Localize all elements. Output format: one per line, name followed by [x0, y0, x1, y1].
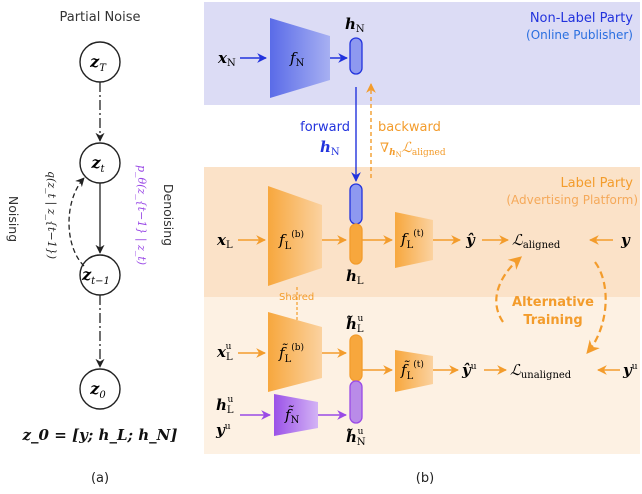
- node-z-0: z0: [79, 368, 121, 410]
- node-z-T-symbol: z: [89, 52, 100, 71]
- denoising-label: Denoising: [161, 184, 176, 246]
- svg-text:zt−1: zt−1: [81, 265, 110, 287]
- embedding-h-N-aligned: [349, 183, 363, 225]
- input-y-u: yu: [215, 421, 231, 439]
- z0-equation: z_0 = [y; h_L; h_N]: [22, 426, 178, 444]
- node-z-t-symbol: z: [90, 153, 101, 172]
- head-f-L-top-unaligned: [395, 350, 433, 392]
- generator-f-N-tilde: [274, 394, 318, 436]
- panel-a: Partial Noise zT zt zt−1 z0: [6, 10, 177, 486]
- node-z-T: zT: [79, 41, 121, 83]
- node-z-t-1-symbol: z: [81, 265, 92, 284]
- nonlabel-party-subtitle: (Online Publisher): [526, 28, 633, 42]
- embedding-h-N: [349, 37, 363, 75]
- edge-noising-curve: [68, 177, 85, 267]
- head-f-L-top-unaligned-label: f̃L(t): [400, 359, 424, 382]
- embedding-h-L: [349, 223, 363, 265]
- node-z-T-sub: T: [99, 63, 107, 74]
- panel-b: Non-Label Party (Online Publisher) Label…: [204, 2, 640, 486]
- nonlabel-party-title: Non-Label Party: [530, 11, 633, 26]
- backward-label: backward: [378, 120, 441, 135]
- output-y-hat: ŷ: [465, 231, 476, 249]
- encoder-f-L-bottom-unaligned: [268, 312, 322, 392]
- node-z-0-sub: 0: [99, 390, 106, 401]
- label-y-u: yu: [622, 361, 638, 379]
- head-f-L-top-label: fL(t): [400, 228, 424, 251]
- alternative-arc-down: [586, 261, 607, 355]
- backward-gradient: ∇hNℒaligned: [380, 140, 446, 159]
- svg-text:zT: zT: [89, 52, 107, 74]
- alternative-arc-up: [495, 256, 523, 323]
- label-y: y: [620, 231, 631, 249]
- encoder-f-L-bottom-label: fL(b): [278, 229, 304, 252]
- partial-noise-title: Partial Noise: [59, 10, 140, 25]
- node-z-t-sub: t: [101, 164, 106, 175]
- encoder-f-L-bottom: [268, 186, 322, 286]
- label-h-N-tilde: h̃Nu: [346, 427, 366, 448]
- generator-f-N-tilde-label: f̃N: [284, 406, 300, 426]
- input-x-L-u: xLu: [216, 342, 233, 363]
- input-x-N: xN: [217, 49, 236, 69]
- head-f-L-top: [395, 212, 433, 268]
- forward-h-N: hN: [320, 138, 340, 158]
- loss-unaligned: ℒunaligned: [510, 361, 572, 381]
- loss-aligned: ℒaligned: [512, 231, 561, 251]
- label-party-subtitle: (Advertising Platform): [506, 193, 638, 207]
- encoder-f-L-bottom-unaligned-label: f̃L(b): [278, 342, 304, 365]
- input-h-L-u: hLu: [216, 395, 234, 416]
- encoder-f-N-label: fN: [289, 49, 305, 69]
- encoder-f-N: [270, 18, 330, 98]
- embedding-h-L-tilde: [349, 334, 363, 382]
- alternative-label: Alternative: [512, 295, 594, 310]
- node-z-t-1: zt−1: [79, 254, 121, 296]
- label-h-L: hL: [346, 267, 364, 287]
- label-h-N-top: hN: [345, 15, 365, 35]
- forward-label: forward: [300, 120, 350, 135]
- label-h-L-tilde: h̃Lu: [346, 314, 364, 335]
- noising-label: Noising: [6, 196, 21, 242]
- input-x-L: xL: [216, 231, 233, 251]
- svg-text:zt: zt: [90, 153, 105, 175]
- shared-label: Shared: [279, 292, 314, 303]
- embedding-h-N-tilde: [349, 380, 363, 424]
- caption-a: (a): [91, 471, 109, 486]
- svg-text:z0: z0: [89, 379, 106, 401]
- output-y-hat-u: ŷu: [461, 361, 477, 379]
- label-party-title: Label Party: [560, 176, 633, 191]
- denoising-formula: p_θ(z_{t−1} | z_t): [134, 165, 148, 265]
- noising-formula: q(z_t | z_{t−1}): [44, 171, 58, 259]
- node-z-t-1-sub: t−1: [91, 276, 110, 287]
- node-z-t: zt: [79, 142, 121, 184]
- caption-b: (b): [416, 471, 434, 486]
- training-label: Training: [523, 313, 582, 328]
- node-z-0-symbol: z: [89, 379, 100, 398]
